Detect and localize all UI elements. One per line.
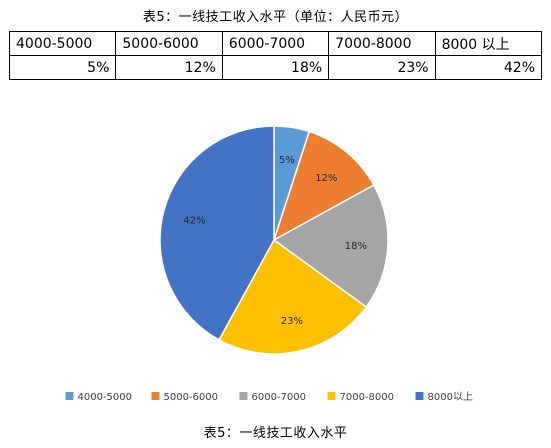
chart-legend: 4000-5000 5000-6000 6000-7000 7000-8000 8000…: [65, 391, 473, 403]
table-header-cell: 4000-5000: [8, 31, 117, 56]
pie-slice: [218, 238, 368, 355]
table-header-cell: 6000-7000: [221, 31, 330, 56]
legend-swatch: [327, 392, 336, 400]
pie-slice: [272, 130, 375, 242]
pie-slice: [272, 184, 389, 309]
table-value-cell: 42%: [434, 55, 543, 80]
legend-label: 4000-5000: [78, 392, 133, 403]
income-table: 4000-5000 5000-6000 6000-7000 7000-8000 …: [8, 31, 543, 80]
legend-label: 5000-6000: [164, 392, 219, 403]
slice-label: 5%: [279, 155, 295, 166]
legend-item: 7000-8000: [327, 392, 395, 403]
table-value-cell: 12%: [115, 55, 223, 80]
slice-label: 12%: [315, 173, 337, 184]
legend-swatch: [151, 392, 160, 400]
pie-slices: [159, 125, 389, 355]
table-value-cell: 23%: [328, 55, 436, 80]
pie-slice: [159, 125, 275, 341]
slice-label: 23%: [281, 316, 303, 327]
legend-swatch: [239, 392, 248, 400]
legend-item: 6000-7000: [239, 392, 307, 403]
legend-item: 8000以上: [415, 391, 473, 403]
legend-item: 5000-6000: [151, 392, 219, 403]
slice-label: 18%: [345, 241, 367, 252]
legend-label: 7000-8000: [340, 392, 395, 403]
pie-labels: 5% 12% 18% 23% 42%: [183, 155, 367, 327]
table-value-cell: 18%: [221, 55, 330, 80]
legend-swatch: [65, 392, 74, 400]
table-title: 表5：一线技工收入水平（单位：人民币元）: [142, 10, 409, 25]
chart-caption: 表5：一线技工收入水平: [203, 426, 348, 441]
legend-label: 8000以上: [428, 391, 473, 403]
slice-label: 42%: [183, 216, 205, 227]
table-header-cell: 7000-8000: [328, 31, 436, 56]
legend-swatch: [415, 392, 424, 400]
legend-item: 4000-5000: [65, 392, 133, 403]
table-value-row: 5% 12% 18% 23% 42%: [8, 55, 543, 80]
table-header-row: 4000-5000 5000-6000 6000-7000 7000-8000 …: [8, 31, 543, 56]
table-header-cell: 5000-6000: [115, 31, 223, 56]
legend-label: 6000-7000: [252, 392, 307, 403]
table-value-cell: 5%: [8, 55, 117, 80]
